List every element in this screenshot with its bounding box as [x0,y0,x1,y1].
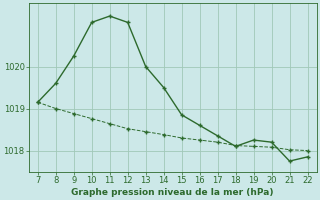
X-axis label: Graphe pression niveau de la mer (hPa): Graphe pression niveau de la mer (hPa) [71,188,274,197]
